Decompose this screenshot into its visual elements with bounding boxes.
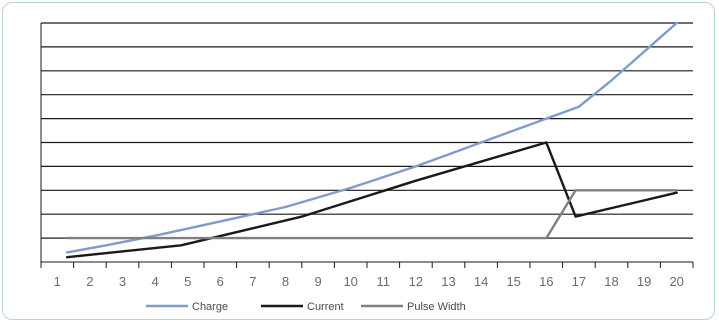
x-tick-label: 20 — [669, 274, 683, 289]
chart-frame: 1 2 3 4 5 6 7 8 9 10 11 12 13 14 15 16 17 18 19 20 Charge Cu… — [2, 2, 715, 320]
legend-label-pulse-width: Pulse Width — [407, 301, 466, 313]
x-tick-label: 3 — [119, 274, 126, 289]
x-tick-label: 5 — [184, 274, 191, 289]
x-tick-label: 8 — [282, 274, 289, 289]
legend-label-charge: Charge — [192, 301, 228, 313]
x-tick-label: 14 — [474, 274, 488, 289]
x-tick-label: 17 — [572, 274, 586, 289]
x-tick-label: 9 — [314, 274, 321, 289]
line-chart: 1 2 3 4 5 6 7 8 9 10 11 12 13 14 15 16 17 18 19 20 Charge Cu… — [40, 21, 694, 313]
x-tick-label: 16 — [539, 274, 553, 289]
x-tick-label: 4 — [151, 274, 158, 289]
x-tick-label: 12 — [409, 274, 423, 289]
x-tick-label: 2 — [86, 274, 93, 289]
legend-label-current: Current — [307, 301, 344, 313]
x-tick-label: 7 — [249, 274, 256, 289]
x-tick-label: 19 — [637, 274, 651, 289]
x-tick-label: 15 — [506, 274, 520, 289]
x-tick-label: 1 — [54, 274, 61, 289]
series-line-current — [65, 141, 678, 259]
series-line-pulse-width — [65, 189, 678, 240]
x-tick-label: 6 — [217, 274, 224, 289]
x-tick-label: 18 — [604, 274, 618, 289]
x-tick-label: 13 — [441, 274, 455, 289]
x-tick-label: 11 — [377, 274, 391, 289]
series-line-charge — [65, 21, 678, 254]
x-tick-label: 10 — [343, 274, 357, 289]
